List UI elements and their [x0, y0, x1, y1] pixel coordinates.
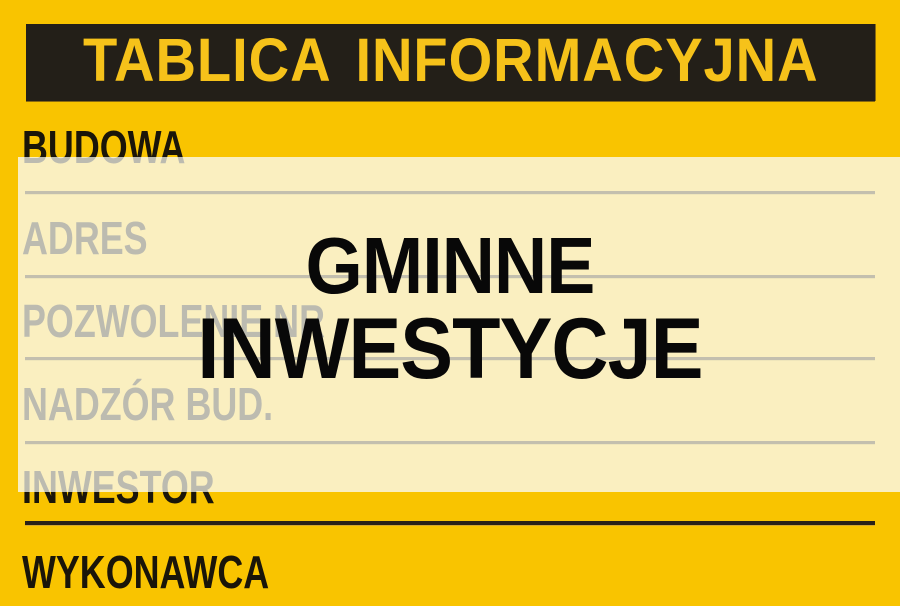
field-label-wykonawca: WYKONAWCA	[22, 546, 270, 598]
field-rule-pozwolenie	[25, 357, 875, 360]
field-label-pozwolenie-nr: POZWOLENIE NR	[22, 295, 325, 347]
field-label-inwestor: INWESTOR	[22, 492, 215, 510]
field-label-nadzor-bud: NADZÓR BUD.	[22, 378, 274, 430]
cream-body-band	[0, 157, 900, 492]
header-bar: TABLICA INFORMACYJNA	[26, 24, 875, 101]
field-label-inwestor-lower-clip: INWESTOR	[0, 492, 900, 532]
field-label-budowa-upper: BUDOWA	[22, 124, 186, 157]
header-word-informacyjna: INFORMACYJNA	[355, 26, 819, 94]
field-label-adres: ADRES	[22, 212, 148, 264]
header-word-tablica: TABLICA	[82, 26, 332, 94]
field-label-inwestor-upper: INWESTOR	[22, 464, 215, 492]
field-rule-budowa	[25, 191, 875, 194]
field-rule-adres	[25, 275, 875, 278]
field-rule-inwestor	[25, 521, 875, 525]
page-title: TABLICA INFORMACYJNA	[83, 30, 819, 95]
field-label-budowa-lower-clip: BUDOWA	[0, 157, 900, 201]
left-yellow-margin-strip	[0, 157, 18, 492]
field-rule-nadzor	[25, 441, 875, 444]
bottom-yellow-band	[0, 492, 900, 606]
field-label-inwestor-upper-clip: INWESTOR	[0, 464, 900, 492]
field-label-budowa: BUDOWA	[22, 157, 185, 170]
field-label-budowa-upper-clip: BUDOWA	[0, 124, 900, 157]
